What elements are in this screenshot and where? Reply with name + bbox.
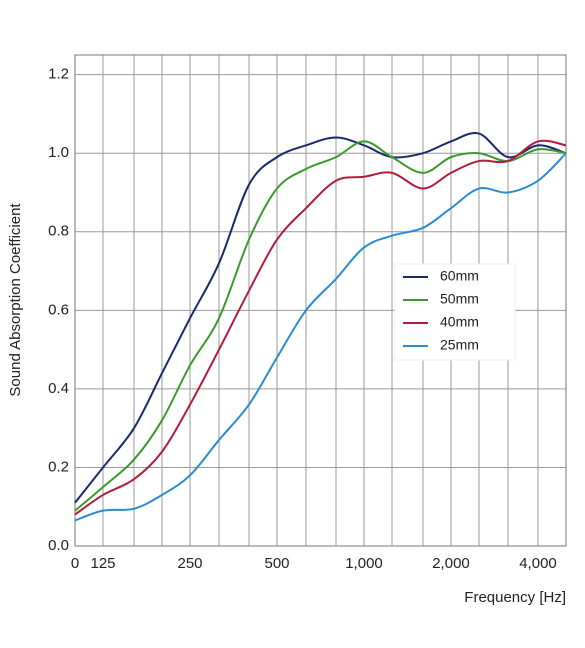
y-axis-label: Sound Absorption Coefficient <box>7 203 24 397</box>
legend-label: 40mm <box>440 314 479 330</box>
x-tick-label: 0 <box>71 555 79 572</box>
y-tick-label: 0.6 <box>48 301 69 318</box>
y-tick-label: 0.2 <box>48 458 69 475</box>
legend-label: 25mm <box>440 337 479 353</box>
y-tick-label: 0.8 <box>48 223 69 240</box>
x-tick-label: 500 <box>264 555 289 572</box>
legend-label: 50mm <box>440 291 479 307</box>
x-tick-label: 125 <box>90 555 115 572</box>
x-axis-label: Frequency [Hz] <box>464 589 566 606</box>
legend-box <box>394 263 516 361</box>
plot-frame <box>74 54 567 547</box>
series-line <box>74 132 567 504</box>
y-tick-label: 0.0 <box>48 537 69 554</box>
x-tick-label: 1,000 <box>345 555 383 572</box>
series-line <box>74 152 567 522</box>
y-tick-label: 0.4 <box>48 380 69 397</box>
series-line <box>74 139 567 516</box>
x-tick-label: 2,000 <box>432 555 470 572</box>
legend-label: 60mm <box>440 268 479 284</box>
y-tick-label: 1.2 <box>48 66 69 83</box>
x-tick-label: 4,000 <box>519 555 557 572</box>
series-line <box>74 140 567 512</box>
y-tick-label: 1.0 <box>48 144 69 161</box>
x-tick-label: 250 <box>177 555 202 572</box>
